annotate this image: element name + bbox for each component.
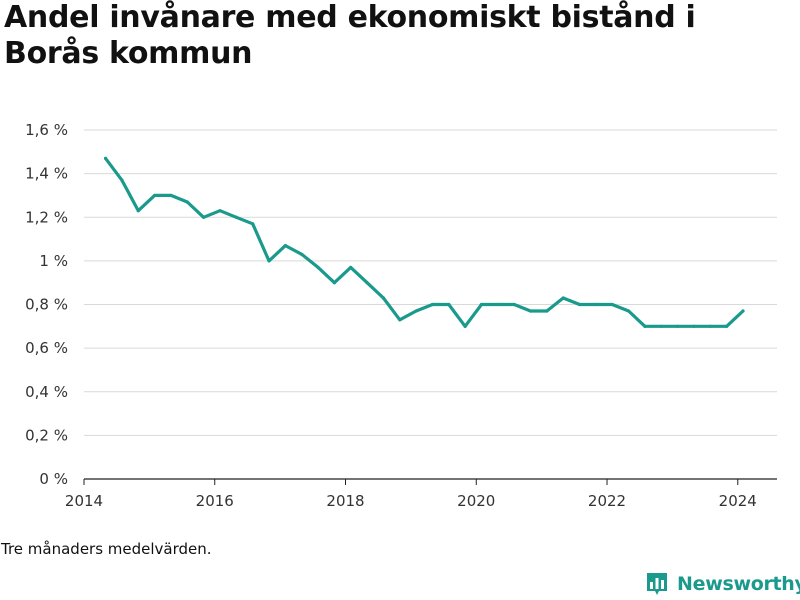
y-axis-ticks: 0 % 0,2 % 0,4 % 0,6 % 0,8 % 1 % 1,2 % 1,4 % 1,6 … bbox=[25, 121, 68, 488]
data-point bbox=[643, 324, 647, 328]
chart-note: Tre månaders medelvärden. bbox=[1, 540, 212, 558]
data-point bbox=[561, 296, 565, 300]
data-point bbox=[479, 302, 484, 307]
data-point bbox=[725, 324, 729, 328]
x-tick-label: 2018 bbox=[326, 492, 364, 510]
data-point bbox=[349, 265, 353, 270]
data-point bbox=[283, 244, 287, 248]
y-tick-label: 1,6 % bbox=[25, 121, 68, 139]
data-point bbox=[676, 324, 680, 328]
data-point bbox=[300, 252, 304, 256]
data-point bbox=[528, 309, 533, 313]
y-tick-label: 0,6 % bbox=[25, 339, 68, 357]
data-point bbox=[496, 302, 500, 307]
data-point bbox=[398, 318, 402, 322]
data-point bbox=[365, 281, 369, 285]
data-point bbox=[202, 215, 206, 219]
series-layer bbox=[103, 156, 745, 328]
data-point bbox=[741, 309, 745, 313]
data-point bbox=[626, 309, 631, 313]
x-tick-label: 2024 bbox=[719, 492, 757, 510]
data-point bbox=[430, 302, 435, 307]
data-point bbox=[218, 209, 222, 213]
y-tick-label: 0,4 % bbox=[25, 383, 68, 401]
data-point bbox=[136, 209, 140, 213]
data-point bbox=[169, 193, 173, 198]
data-point bbox=[234, 215, 238, 219]
data-point bbox=[120, 178, 124, 182]
y-tick-label: 1,4 % bbox=[25, 165, 68, 183]
data-point bbox=[692, 324, 696, 328]
brand-logo[interactable]: Newsworthy bbox=[645, 568, 800, 600]
data-point bbox=[512, 302, 516, 307]
x-tick-label: 2020 bbox=[457, 492, 495, 510]
data-point bbox=[414, 309, 418, 313]
data-point bbox=[185, 200, 189, 204]
data-point bbox=[267, 259, 271, 263]
y-tick-label: 1,2 % bbox=[25, 208, 68, 226]
gridlines bbox=[84, 129, 777, 436]
x-tick-label: 2022 bbox=[588, 492, 626, 510]
data-point bbox=[577, 302, 582, 307]
data-point bbox=[463, 324, 467, 328]
x-axis: 2014 2016 2018 2020 2022 2024 bbox=[65, 478, 777, 510]
series-line bbox=[103, 156, 745, 328]
x-tick-label: 2016 bbox=[196, 492, 234, 510]
x-tick-label: 2014 bbox=[65, 492, 103, 510]
y-tick-label: 0,2 % bbox=[25, 426, 68, 444]
newsworthy-icon bbox=[647, 573, 667, 595]
data-point bbox=[447, 302, 451, 307]
data-point bbox=[594, 302, 598, 307]
chart-title: Andel invånare med ekonomiskt bistånd i … bbox=[4, 0, 696, 71]
brand-label: Newsworthy bbox=[677, 573, 800, 595]
data-point bbox=[708, 324, 712, 328]
data-point bbox=[316, 265, 320, 270]
data-point bbox=[610, 302, 614, 307]
data-point bbox=[153, 193, 157, 198]
data-point bbox=[659, 324, 663, 328]
line-chart: 0 % 0,2 % 0,4 % 0,6 % 0,8 % 1 % 1,2 % 1,4 % 1,6 … bbox=[25, 121, 777, 510]
y-tick-label: 0,8 % bbox=[25, 296, 68, 314]
data-point bbox=[103, 156, 108, 160]
data-point bbox=[332, 281, 336, 285]
data-point bbox=[381, 296, 386, 300]
y-tick-label: 0 % bbox=[39, 470, 68, 488]
data-point bbox=[545, 309, 549, 313]
data-point bbox=[251, 222, 255, 226]
y-tick-label: 1 % bbox=[39, 252, 68, 270]
